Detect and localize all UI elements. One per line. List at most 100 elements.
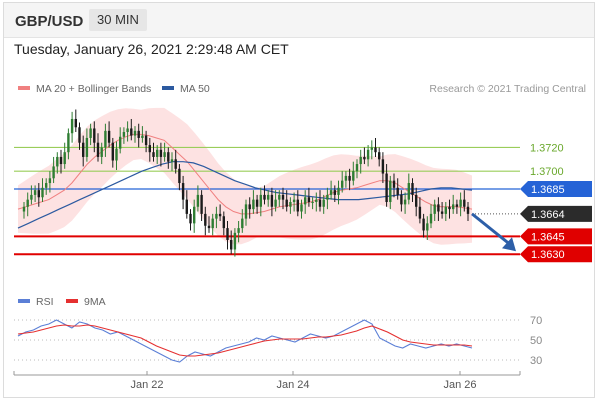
candle-body [82,142,85,157]
timestamp: Tuesday, January 26, 2021 2:29:48 AM CET [14,41,289,57]
candle-body [174,159,177,169]
candle-body [181,183,185,200]
candle-body [233,232,237,250]
support-tag-5 [520,246,592,263]
candle-body [230,239,233,250]
last-price-label: 1.3664 [531,209,565,221]
rsi-series-0 [17,319,473,363]
candle-body [285,199,288,207]
candle-body [440,211,444,214]
support-label-5: 1.3630 [531,249,565,261]
candle-body [137,130,140,138]
candle-body [93,128,96,143]
candle-body [185,199,188,214]
legend-swatch-0 [18,86,30,90]
candle-body [329,190,333,195]
candle-body [263,194,266,200]
rsi-legend-swatch-0 [18,299,30,303]
candle-body [56,156,59,167]
candle-body [33,190,37,195]
candle-body [400,194,403,205]
legend-label-1: MA 50 [180,83,210,95]
candle-body [366,149,370,160]
candle-body [348,175,351,181]
candle-body [322,199,325,207]
candle-body [148,145,151,153]
candle-body [100,147,103,157]
resistance-label-1: 1.3700 [530,166,564,178]
candle-body [455,204,459,207]
candle-body [278,194,281,200]
candle-body [70,118,74,134]
candle-body [122,132,126,137]
candle-body [296,199,299,212]
candle-body [307,197,311,203]
candle-body [78,127,81,143]
candle-body [207,225,211,229]
candle-body [344,175,348,181]
x-tick-label: Jan 24 [276,379,309,391]
rsi-legend-label-0: RSI [36,296,54,308]
candle-body [37,190,40,198]
credit-text: Research © 2021 Trading Central [429,83,586,95]
candle-body [248,204,251,210]
candle-body [218,213,222,217]
rsi-legend-label-1: 9MA [84,296,106,308]
candle-body [422,218,425,231]
candle-body [59,156,63,165]
candle-body [167,152,170,162]
candle-body [426,223,429,231]
candle-body [119,136,122,149]
candle-body [407,183,410,200]
rsi-tick-70: 70 [530,315,542,327]
candle-body [178,168,181,184]
candle-body [466,206,470,214]
candle-body [107,130,111,143]
candle-body [281,194,285,200]
candle-body [89,128,92,138]
candle-body [211,218,214,229]
candle-body [215,213,218,219]
support-label-4: 1.3645 [531,231,565,243]
rsi-series-1 [17,324,473,357]
candle-body [45,183,48,188]
resistance-label-0: 1.3720 [530,142,564,154]
candle-body [152,152,155,157]
candle-body [374,147,377,153]
candle-body [111,142,114,161]
candle-body [381,159,385,174]
timeframe-button[interactable]: 30 MIN [89,9,147,31]
candle-body [396,187,399,195]
candle-body [270,194,274,207]
header-bar: GBP/USD 30 MIN [4,3,594,38]
candle-body [52,166,55,179]
forecast-arrow-head [502,237,516,252]
candle-body [448,206,451,210]
legend-label-0: MA 20 + Bollinger Bands [36,83,151,95]
symbol-label: GBP/USD [15,13,84,30]
candle-body [370,147,373,150]
candle-body [252,199,255,210]
candle-body [255,199,259,207]
candle-body [193,206,196,224]
candle-body [267,194,270,200]
candle-body [292,199,296,203]
candle-body [429,213,433,224]
candle-body [274,199,277,207]
candle-body [315,199,318,203]
candle-body [159,149,163,157]
candle-body [133,130,137,136]
candle-body [437,204,440,212]
candle-body [96,142,100,157]
candle-body [241,218,244,229]
rsi-tick-50: 50 [530,335,542,347]
candle-body [144,135,148,146]
last-price-tag [520,205,592,222]
support-tag-4 [520,228,592,245]
candle-body [163,152,166,157]
candle-body [196,194,200,207]
candle-body [237,228,240,233]
candle-body [141,135,144,138]
candle-body [333,190,336,195]
candle-body [30,194,33,200]
